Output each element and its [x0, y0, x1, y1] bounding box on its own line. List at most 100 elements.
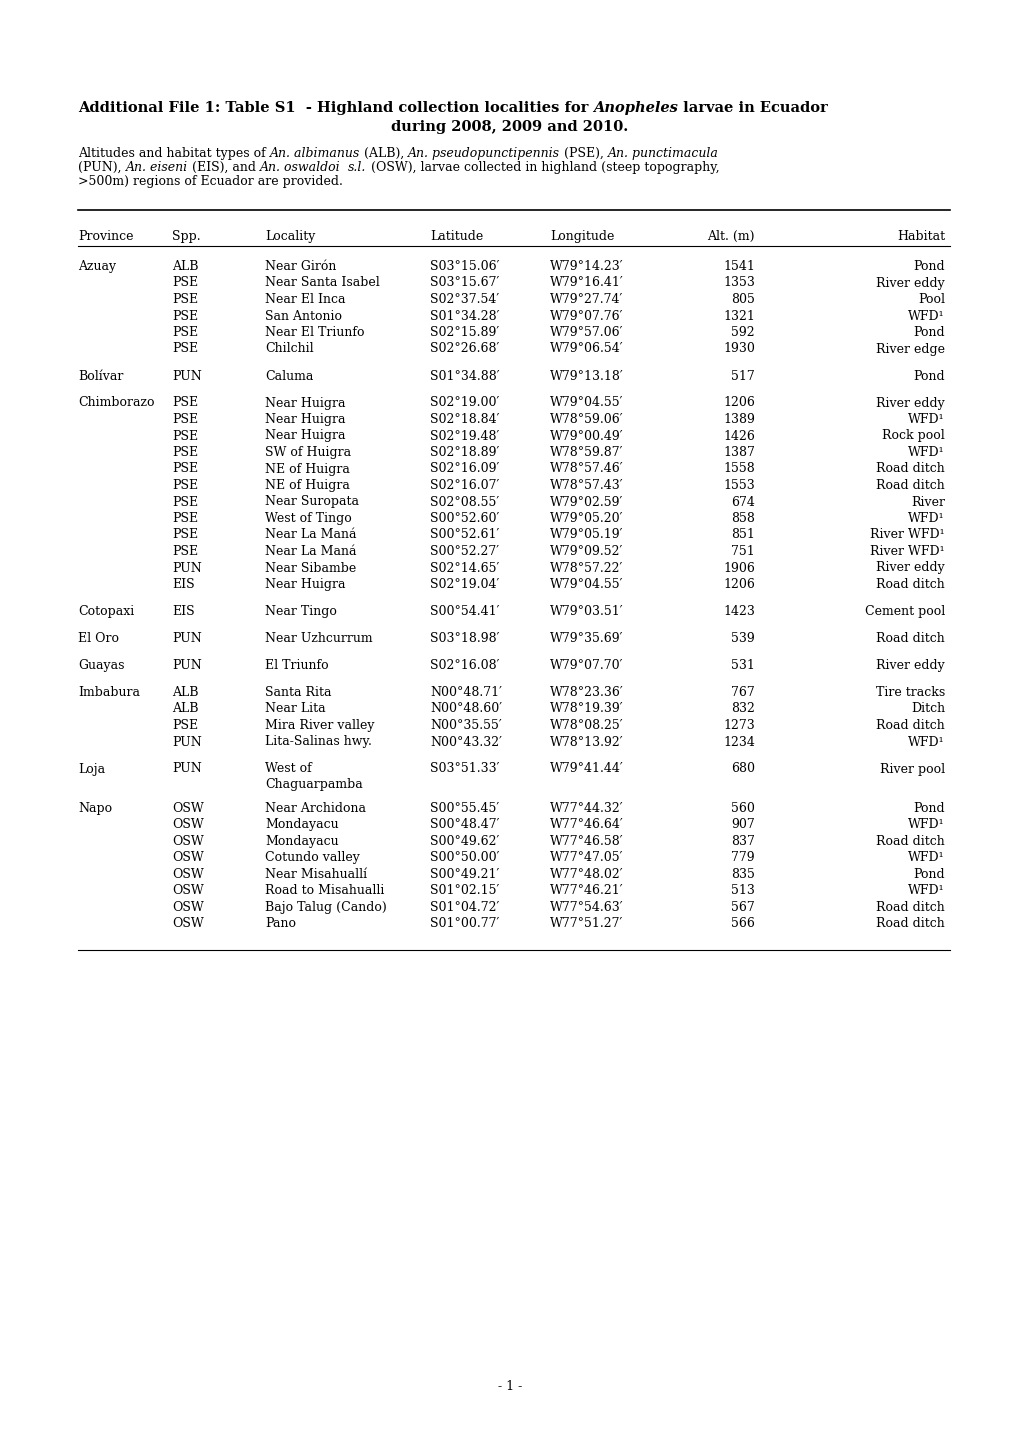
Text: West of: West of — [265, 762, 312, 775]
Text: Pond: Pond — [912, 369, 944, 382]
Text: W79°14.23′: W79°14.23′ — [549, 260, 623, 273]
Text: El Triunfo: El Triunfo — [265, 659, 328, 672]
Text: S00°49.21′: S00°49.21′ — [430, 867, 499, 880]
Text: Near Uzhcurrum: Near Uzhcurrum — [265, 632, 372, 645]
Text: River WFD¹: River WFD¹ — [869, 545, 944, 558]
Text: (EIS), and: (EIS), and — [187, 162, 260, 175]
Text: 1234: 1234 — [722, 736, 754, 749]
Text: 907: 907 — [731, 818, 754, 831]
Text: Azuay: Azuay — [77, 260, 116, 273]
Text: N00°43.32′: N00°43.32′ — [430, 736, 501, 749]
Text: Near Tingo: Near Tingo — [265, 605, 336, 618]
Text: S02°19.48′: S02°19.48′ — [430, 430, 499, 443]
Text: 1353: 1353 — [722, 277, 754, 290]
Text: S02°14.65′: S02°14.65′ — [430, 561, 499, 574]
Text: 1321: 1321 — [722, 309, 754, 322]
Text: Mondayacu: Mondayacu — [265, 818, 338, 831]
Text: S02°18.89′: S02°18.89′ — [430, 446, 499, 459]
Text: Anopheles: Anopheles — [593, 101, 678, 115]
Text: S03°15.06′: S03°15.06′ — [430, 260, 499, 273]
Text: EIS: EIS — [172, 579, 195, 592]
Text: Latitude: Latitude — [430, 229, 483, 242]
Text: ALB: ALB — [172, 703, 199, 716]
Text: River edge: River edge — [875, 342, 944, 355]
Text: WFD¹: WFD¹ — [908, 309, 944, 322]
Text: W78°57.46′: W78°57.46′ — [549, 463, 623, 476]
Text: PSE: PSE — [172, 719, 198, 732]
Text: W79°07.76′: W79°07.76′ — [549, 309, 623, 322]
Text: PSE: PSE — [172, 309, 198, 322]
Text: Near Girón: Near Girón — [265, 260, 336, 273]
Text: 751: 751 — [731, 545, 754, 558]
Text: 531: 531 — [731, 659, 754, 672]
Text: 513: 513 — [731, 885, 754, 898]
Text: 1426: 1426 — [722, 430, 754, 443]
Text: Near Huigra: Near Huigra — [265, 397, 345, 410]
Text: PSE: PSE — [172, 293, 198, 306]
Text: W78°19.39′: W78°19.39′ — [549, 703, 623, 716]
Text: W79°05.20′: W79°05.20′ — [549, 512, 623, 525]
Text: River: River — [910, 495, 944, 508]
Text: PSE: PSE — [172, 479, 198, 492]
Text: Road ditch: Road ditch — [875, 463, 944, 476]
Text: 1930: 1930 — [722, 342, 754, 355]
Text: N00°35.55′: N00°35.55′ — [430, 719, 501, 732]
Text: Near Lita: Near Lita — [265, 703, 325, 716]
Text: PSE: PSE — [172, 277, 198, 290]
Text: San Antonio: San Antonio — [265, 309, 341, 322]
Text: S02°19.00′: S02°19.00′ — [430, 397, 499, 410]
Text: Near La Maná: Near La Maná — [265, 528, 357, 541]
Text: Tire tracks: Tire tracks — [875, 685, 944, 698]
Text: 835: 835 — [731, 867, 754, 880]
Text: Near Huigra: Near Huigra — [265, 430, 345, 443]
Text: 767: 767 — [731, 685, 754, 698]
Text: OSW: OSW — [172, 885, 204, 898]
Text: PUN: PUN — [172, 736, 202, 749]
Text: Near Misahuallí: Near Misahuallí — [265, 867, 367, 880]
Text: 1553: 1553 — [722, 479, 754, 492]
Text: WFD¹: WFD¹ — [908, 851, 944, 864]
Text: Pond: Pond — [912, 260, 944, 273]
Text: W78°23.36′: W78°23.36′ — [549, 685, 624, 698]
Text: 779: 779 — [731, 851, 754, 864]
Text: 566: 566 — [731, 918, 754, 931]
Text: Additional File 1: Table S1  - Highland collection localities for: Additional File 1: Table S1 - Highland c… — [77, 101, 593, 115]
Text: PSE: PSE — [172, 430, 198, 443]
Text: OSW: OSW — [172, 818, 204, 831]
Text: S02°19.04′: S02°19.04′ — [430, 579, 499, 592]
Text: 1541: 1541 — [722, 260, 754, 273]
Text: s.l.: s.l. — [347, 162, 366, 175]
Text: Pool: Pool — [917, 293, 944, 306]
Text: Pond: Pond — [912, 802, 944, 815]
Text: 1206: 1206 — [722, 397, 754, 410]
Text: Locality: Locality — [265, 229, 315, 242]
Text: S02°37.54′: S02°37.54′ — [430, 293, 498, 306]
Text: Altitudes and habitat types of: Altitudes and habitat types of — [77, 147, 269, 160]
Text: W79°04.55′: W79°04.55′ — [549, 579, 623, 592]
Text: Alt. (m): Alt. (m) — [707, 229, 754, 242]
Text: SW of Huigra: SW of Huigra — [265, 446, 351, 459]
Text: W78°57.43′: W78°57.43′ — [549, 479, 623, 492]
Text: PUN: PUN — [172, 632, 202, 645]
Text: S00°52.27′: S00°52.27′ — [430, 545, 498, 558]
Text: PSE: PSE — [172, 545, 198, 558]
Text: W77°46.21′: W77°46.21′ — [549, 885, 623, 898]
Text: W77°48.02′: W77°48.02′ — [549, 867, 623, 880]
Text: W77°51.27′: W77°51.27′ — [549, 918, 623, 931]
Text: N00°48.60′: N00°48.60′ — [430, 703, 501, 716]
Text: W79°03.51′: W79°03.51′ — [549, 605, 623, 618]
Text: 674: 674 — [731, 495, 754, 508]
Text: Bajo Talug (Cando): Bajo Talug (Cando) — [265, 900, 386, 913]
Text: 1273: 1273 — [722, 719, 754, 732]
Text: NE of Huigra: NE of Huigra — [265, 463, 350, 476]
Text: An. oswaldoi: An. oswaldoi — [260, 162, 347, 175]
Text: W79°09.52′: W79°09.52′ — [549, 545, 623, 558]
Text: PSE: PSE — [172, 326, 198, 339]
Text: Napo: Napo — [77, 802, 112, 815]
Text: Pond: Pond — [912, 867, 944, 880]
Text: S03°15.67′: S03°15.67′ — [430, 277, 499, 290]
Text: W79°06.54′: W79°06.54′ — [549, 342, 623, 355]
Text: Cotopaxi: Cotopaxi — [77, 605, 135, 618]
Text: 1387: 1387 — [722, 446, 754, 459]
Text: S02°16.07′: S02°16.07′ — [430, 479, 499, 492]
